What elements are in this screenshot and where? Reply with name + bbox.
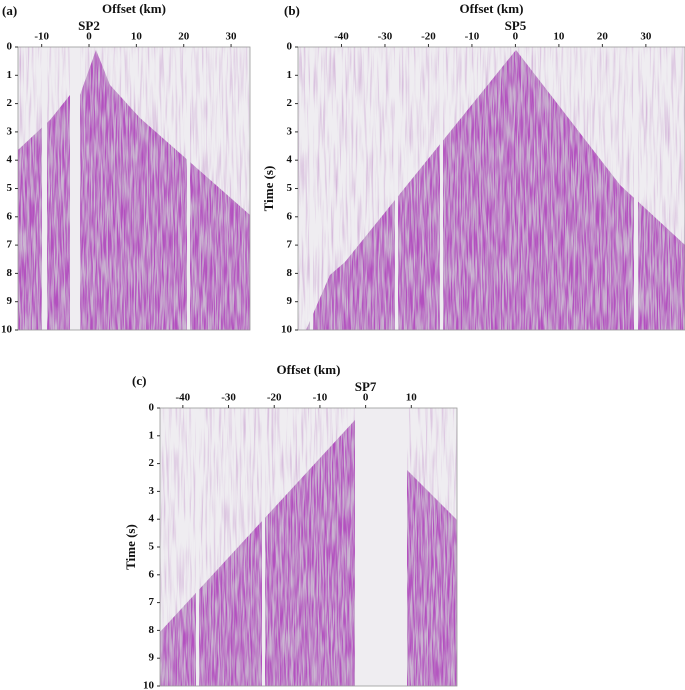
y-tick-label: 9	[149, 652, 155, 664]
y-tick-label: 7	[287, 239, 293, 251]
y-tick-label: 0	[149, 402, 155, 414]
y-axis-label: Time (s)	[261, 166, 276, 212]
x-axis-label: Offset (km)	[102, 1, 166, 16]
dead-trace	[187, 47, 190, 330]
x-tick-label: -20	[267, 392, 282, 404]
y-tick-label: 0	[7, 41, 13, 53]
panel-label: (c)	[132, 373, 146, 388]
y-tick-label: 2	[287, 97, 293, 109]
y-tick-label: 7	[7, 239, 13, 251]
x-tick-label: 0	[513, 31, 519, 43]
seismic-section	[17, 46, 251, 331]
dead-trace	[262, 408, 265, 686]
y-tick-label: 9	[287, 295, 293, 307]
x-axis-label: Offset (km)	[460, 1, 524, 16]
y-tick-label: 6	[7, 210, 13, 222]
y-tick-label: 5	[287, 182, 293, 194]
y-tick-label: 8	[287, 267, 293, 279]
x-tick-label: 10	[406, 392, 418, 404]
y-tick-label: 3	[149, 485, 155, 497]
y-tick-label: 8	[149, 624, 155, 636]
panel-label: (a)	[2, 3, 17, 18]
y-tick-label: 10	[1, 324, 13, 336]
seismic-section	[297, 46, 685, 331]
y-tick-label: 2	[149, 457, 155, 469]
x-axis-label: Offset (km)	[277, 362, 341, 377]
dead-trace	[196, 408, 199, 686]
y-tick-label: 1	[287, 69, 293, 81]
y-tick-label: 9	[7, 295, 13, 307]
x-tick-label: 10	[131, 31, 143, 43]
y-tick-label: 0	[287, 41, 293, 53]
dead-trace	[634, 47, 638, 330]
panel-label: (b)	[284, 3, 300, 18]
x-tick-label: -20	[421, 31, 436, 43]
y-tick-label: 3	[287, 125, 293, 137]
x-tick-label: -40	[176, 392, 191, 404]
x-tick-label: -10	[313, 392, 328, 404]
y-tick-label: 1	[149, 429, 155, 441]
dead-trace	[440, 47, 443, 330]
dead-trace	[42, 47, 47, 330]
y-tick-label: 8	[7, 267, 13, 279]
x-tick-label: -10	[465, 31, 480, 43]
y-tick-label: 3	[7, 125, 13, 137]
x-tick-label: 20	[597, 31, 609, 43]
shot-label: SP7	[355, 379, 377, 394]
dead-trace	[355, 408, 407, 686]
dead-trace	[395, 47, 398, 330]
x-tick-label: -30	[221, 392, 236, 404]
x-tick-label: 10	[553, 31, 565, 43]
x-tick-label: -10	[34, 31, 49, 43]
x-tick-label: 30	[226, 31, 238, 43]
x-tick-label: -40	[334, 31, 349, 43]
x-tick-label: 20	[178, 31, 190, 43]
y-tick-label: 10	[143, 680, 155, 690]
y-tick-label: 2	[7, 97, 13, 109]
x-tick-label: 0	[86, 31, 92, 43]
y-tick-label: 5	[149, 541, 155, 553]
shot-label: SP5	[505, 18, 527, 33]
y-tick-label: 10	[281, 324, 293, 336]
y-tick-label: 4	[149, 513, 155, 525]
seismic-section	[159, 407, 458, 687]
shot-label: SP2	[78, 18, 100, 33]
x-tick-label: 0	[363, 392, 369, 404]
x-tick-label: 30	[640, 31, 652, 43]
y-tick-label: 4	[287, 154, 293, 166]
y-tick-label: 6	[149, 568, 155, 580]
y-axis-label: Time (s)	[123, 524, 138, 570]
dead-trace	[310, 47, 313, 330]
y-tick-label: 6	[287, 210, 293, 222]
y-tick-label: 1	[7, 69, 13, 81]
dead-trace	[70, 47, 80, 330]
y-tick-label: 5	[7, 182, 13, 194]
y-tick-label: 7	[149, 596, 155, 608]
x-tick-label: -30	[378, 31, 393, 43]
y-tick-label: 4	[7, 154, 13, 166]
